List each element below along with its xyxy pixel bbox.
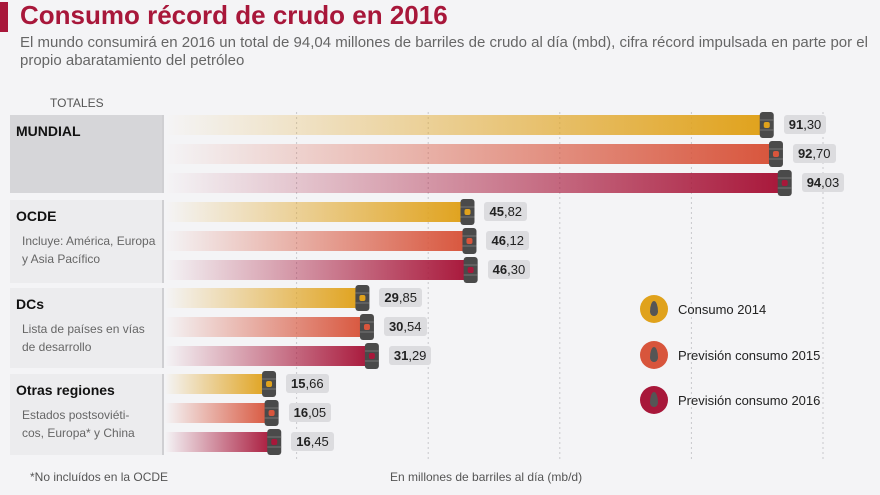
barrel-icon	[364, 343, 379, 369]
group-description: Estados postsoviéti-cos, Europa* y China	[22, 408, 135, 440]
value-label: 31,29	[388, 346, 432, 365]
barrel-icon	[264, 400, 279, 426]
group-description: Lista de países en vías de desarrollo	[22, 322, 145, 354]
legend-label: Previsión consumo 2015	[678, 347, 821, 363]
bar	[165, 346, 371, 366]
barrel-icon	[768, 141, 783, 167]
bar	[165, 144, 775, 164]
barrel-icon	[262, 371, 277, 397]
group-name: Otras regiones	[16, 382, 115, 398]
panel-dcs: DCs Lista de países en vías de desarroll…	[10, 288, 164, 368]
value-label: 16,45	[291, 432, 334, 451]
barrel-icon	[359, 314, 374, 340]
value-label: 16,05	[288, 403, 332, 422]
oil-drop-icon	[640, 295, 668, 323]
value-label: 94,03	[801, 173, 845, 192]
bar	[165, 115, 766, 135]
value-label: 30,54	[383, 317, 427, 336]
legend-item-2014: Consumo 2014	[640, 295, 766, 323]
bar	[165, 231, 469, 251]
chart-subtitle: El mundo consumirá en 2016 un total de 9…	[20, 34, 868, 69]
barrel-icon	[460, 199, 475, 225]
panel-mundial: MUNDIAL	[10, 115, 164, 193]
group-name: DCs	[16, 296, 45, 312]
value-label: 29,85	[379, 288, 422, 307]
legend-item-2015: Previsión consumo 2015	[640, 341, 820, 369]
bar	[165, 374, 269, 394]
barrel-icon	[462, 228, 477, 254]
unit-label: En millones de barriles al día (mb/d)	[390, 470, 583, 484]
barrel-icon	[463, 257, 478, 283]
value-label: 91,30	[783, 115, 827, 134]
group-name: OCDE	[16, 208, 57, 224]
title-accent	[0, 2, 8, 32]
bar	[165, 173, 784, 193]
group-description: Incluye: América, Europa y Asia Pacífico	[22, 234, 156, 266]
panel-otras: Otras regiones Estados postsoviéti-cos, …	[10, 374, 164, 455]
legend-item-2016: Previsión consumo 2016	[640, 386, 820, 414]
bar	[165, 432, 274, 452]
value-label: 45,82	[484, 202, 528, 221]
totales-label: TOTALES	[50, 96, 104, 110]
oil-drop-icon	[640, 386, 668, 414]
legend-label: Consumo 2014	[678, 301, 767, 317]
chart-title: Consumo récord de crudo en 2016	[20, 0, 448, 30]
group-name: MUNDIAL	[16, 123, 81, 139]
value-label: 46,30	[487, 260, 531, 279]
value-label: 46,12	[486, 231, 530, 250]
oil-drop-icon	[640, 341, 668, 369]
barrel-icon	[267, 429, 282, 455]
bar	[165, 317, 366, 337]
panel-ocde: OCDE Incluye: América, Europa y Asia Pac…	[10, 200, 164, 283]
footnote: *No incluídos en la OCDE	[30, 470, 169, 484]
bar	[165, 202, 467, 222]
bar	[165, 260, 470, 280]
bar	[165, 288, 362, 308]
barrel-icon	[777, 170, 792, 196]
barrel-icon	[355, 285, 370, 311]
legend-label: Previsión consumo 2016	[678, 392, 821, 408]
value-label: 92,70	[792, 144, 836, 163]
bar	[165, 403, 271, 423]
barrel-icon	[759, 112, 774, 138]
value-label: 15,66	[286, 374, 329, 393]
